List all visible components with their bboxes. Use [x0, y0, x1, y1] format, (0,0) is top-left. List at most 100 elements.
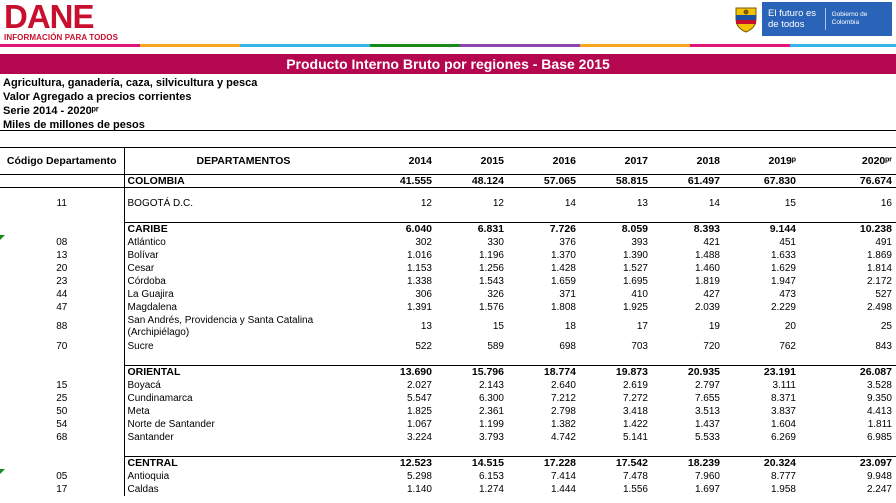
cell-value: 2.797	[694, 379, 720, 391]
cell-value: 1.811	[867, 418, 892, 430]
spacer-cell	[0, 187, 125, 197]
gov-badge: El futuro es de todos Gobierno de Colomb…	[762, 2, 892, 36]
cell-department: San Andrés, Providencia y Santa Catalina…	[127, 314, 314, 338]
table-row[interactable]: 20 Cesar 1.153 1.256 1.428 1.527 1.460 1.629 1.8…	[0, 261, 896, 275]
cell-value: 1.947	[770, 275, 796, 287]
spacer-row	[0, 443, 896, 457]
row-colombia[interactable]: COLOMBIA 41.555 48.124 57.065 58.815 61.497 67…	[0, 174, 896, 188]
cell-value: 7.726	[508, 222, 580, 236]
cell-value: 15.796	[436, 365, 508, 379]
row-region-central[interactable]: CENTRAL 12.523 14.515 17.228 17.542 18.239 20.…	[0, 456, 896, 470]
cell-value: 1.576	[478, 301, 504, 313]
row-region-oriental[interactable]: ORIENTAL 13.690 15.796 18.774 19.873 20.935 23…	[0, 365, 896, 379]
cell-value: 491	[875, 236, 892, 248]
stripe-segment	[370, 44, 460, 47]
cell-value: 1.604	[770, 418, 796, 430]
table-row[interactable]: 13 Bolívar 1.016 1.196 1.370 1.390 1.488 1.633 1…	[0, 248, 896, 262]
cell-value: 7.414	[550, 470, 576, 482]
cell-department: CARIBE	[124, 222, 360, 236]
cell-value: 410	[631, 288, 648, 300]
cell-value: 5.533	[694, 431, 720, 443]
header-year: 2019ᵖ	[724, 147, 800, 175]
cell-value: 8.777	[770, 470, 796, 482]
cell-department: Bolívar	[127, 249, 159, 261]
cell-value: 6.300	[478, 392, 504, 404]
table-row[interactable]: 17 Caldas 1.140 1.274 1.444 1.556 1.697 1.958 2.…	[0, 482, 896, 496]
cell-value: 58.815	[580, 174, 652, 188]
cell-value: 473	[779, 288, 796, 300]
cell-value: 1.428	[550, 262, 576, 274]
cell-value: 698	[559, 340, 576, 352]
cell-value: 13.690	[360, 365, 436, 379]
table-row[interactable]: 15 Boyacá 2.027 2.143 2.640 2.619 2.797 3.111 3.…	[0, 378, 896, 392]
header-departments: DEPARTAMENTOS	[124, 147, 360, 175]
cell-value: 12	[420, 197, 432, 209]
dane-logo[interactable]: DANE INFORMACIÓN PARA TODOS	[4, 0, 119, 42]
logo-subtitle: INFORMACIÓN PARA TODOS	[4, 33, 119, 42]
cell-code: 11	[0, 196, 125, 210]
spacer-row	[0, 352, 896, 366]
cell-department: ORIENTAL	[124, 365, 360, 379]
government-logo[interactable]: El futuro es de todos Gobierno de Colomb…	[730, 2, 896, 36]
table-row[interactable]: 25 Cundinamarca 5.547 6.300 7.212 7.272 7.655 8…	[0, 391, 896, 405]
cell-code: 15	[0, 378, 125, 392]
cell-value: 48.124	[436, 174, 508, 188]
spacer-cell	[124, 444, 896, 457]
cell-code: 20	[0, 261, 125, 275]
cell-value: 5.547	[406, 392, 432, 404]
cell-value: 1.016	[406, 249, 432, 261]
cell-code: 13	[0, 248, 125, 262]
cell-value: 7.272	[622, 392, 648, 404]
table-header-row: Código Departamento DEPARTAMENTOS 2014 2…	[0, 147, 896, 175]
cell-value: 17.542	[580, 456, 652, 470]
cell-value: 371	[559, 288, 576, 300]
cell-value: 6.269	[770, 431, 796, 443]
row-region-caribe[interactable]: CARIBE 6.040 6.831 7.726 8.059 8.393 9.144 10.2…	[0, 222, 896, 236]
cell-value: 18	[564, 320, 576, 332]
cell-value: 26.087	[800, 365, 896, 379]
row-bogota[interactable]: 11 BOGOTÁ D.C. 12 12 14 13 14 15 16	[0, 196, 896, 210]
cell-code	[0, 365, 125, 379]
table-row[interactable]: 70 Sucre 522 589 698 703 720 762 843	[0, 339, 896, 353]
comment-marker-icon	[0, 469, 5, 474]
table-row[interactable]: 44 La Guajira 306 326 371 410 427 473 527	[0, 287, 896, 301]
cell-value: 7.655	[694, 392, 720, 404]
cell-value: 20.324	[724, 456, 800, 470]
header-year: 2014	[360, 147, 436, 175]
cell-value: 25	[880, 320, 892, 332]
table-row[interactable]: 68 Santander 3.224 3.793 4.742 5.141 5.533 6.26…	[0, 430, 896, 444]
gdp-table-container[interactable]: Código Departamento DEPARTAMENTOS 2014 2…	[0, 147, 896, 496]
table-row[interactable]: 50 Meta 1.825 2.361 2.798 3.418 3.513 3.837 4.41…	[0, 404, 896, 418]
cell-value: 7.478	[622, 470, 648, 482]
cell-value: 19	[708, 320, 720, 332]
cell-value: 1.825	[406, 405, 432, 417]
cell-department: Caldas	[127, 483, 159, 495]
cell-value: 7.212	[550, 392, 576, 404]
table-row[interactable]: 88 San Andrés, Providencia y Santa Catali…	[0, 313, 896, 340]
cell-department: Antioquia	[127, 470, 170, 482]
table-row[interactable]: 08 Atlántico 302 330 376 393 421 451 491	[0, 235, 896, 249]
table-row[interactable]: 23 Córdoba 1.338 1.543 1.659 1.695 1.819 1.947 2…	[0, 274, 896, 288]
cell-value: 18.774	[508, 365, 580, 379]
cell-value: 12	[492, 197, 504, 209]
cell-value: 19.873	[580, 365, 652, 379]
cell-value: 1.391	[406, 301, 432, 313]
cell-value: 421	[703, 236, 720, 248]
stripe-segment	[140, 44, 240, 47]
header-year: 2015	[436, 147, 508, 175]
cell-department: La Guajira	[127, 288, 174, 300]
cell-value: 1.543	[478, 275, 504, 287]
cell-value: 376	[559, 236, 576, 248]
table-row[interactable]: 05 Antioquia 5.298 6.153 7.414 7.478 7.960 8.77…	[0, 469, 896, 483]
cell-value: 2.498	[866, 301, 892, 313]
table-row[interactable]: 47 Magdalena 1.391 1.576 1.808 1.925 2.039 2.22…	[0, 300, 896, 314]
cell-value: 1.067	[406, 418, 432, 430]
table-row[interactable]: 54 Norte de Santander 1.067 1.199 1.382 1.422…	[0, 417, 896, 431]
cell-value: 4.413	[866, 405, 892, 417]
cell-value: 1.819	[694, 275, 720, 287]
cell-value: 10.238	[800, 222, 896, 236]
cell-value: 330	[487, 236, 504, 248]
cell-value: 2.229	[770, 301, 796, 313]
cell-department: Santander	[127, 431, 174, 443]
cell-value: 12.523	[360, 456, 436, 470]
